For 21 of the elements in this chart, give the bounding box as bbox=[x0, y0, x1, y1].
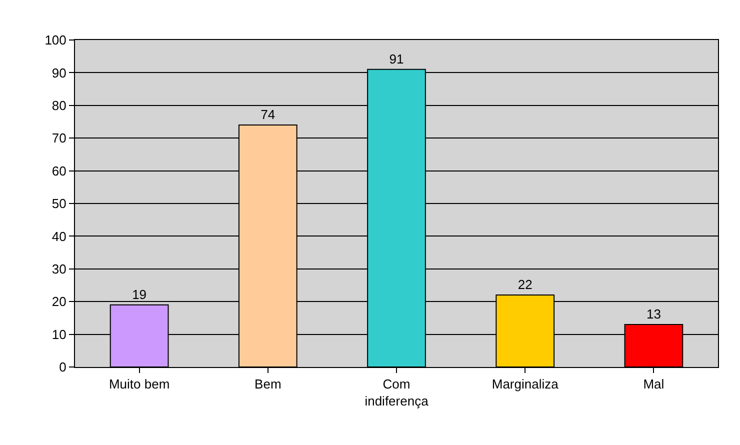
y-tick-label: 40 bbox=[52, 228, 66, 244]
y-tick-label: 70 bbox=[52, 130, 66, 146]
y-tick-label: 60 bbox=[52, 163, 66, 178]
data-label: 22 bbox=[518, 277, 532, 292]
data-label: 91 bbox=[389, 51, 404, 66]
y-tick-label: 80 bbox=[52, 98, 66, 113]
y-tick-label: 100 bbox=[44, 32, 66, 48]
x-tick-label: Muito bem bbox=[108, 376, 170, 392]
x-tick-label: Marginaliza bbox=[492, 376, 560, 392]
y-tick-label: 10 bbox=[52, 326, 66, 342]
data-label: 19 bbox=[132, 286, 147, 302]
data-label: 13 bbox=[646, 306, 661, 322]
y-tick-label: 0 bbox=[59, 360, 66, 375]
x-tick-label: Com indiferença bbox=[364, 376, 430, 408]
x-tick-label: Bem bbox=[254, 376, 282, 392]
y-tick-label: 90 bbox=[52, 65, 66, 80]
data-label: 74 bbox=[260, 107, 276, 122]
y-tick-label: 50 bbox=[52, 196, 66, 212]
y-tick-label: 20 bbox=[52, 294, 66, 310]
x-tick-label: Mal bbox=[643, 376, 664, 392]
y-tick-label: 30 bbox=[52, 261, 66, 276]
